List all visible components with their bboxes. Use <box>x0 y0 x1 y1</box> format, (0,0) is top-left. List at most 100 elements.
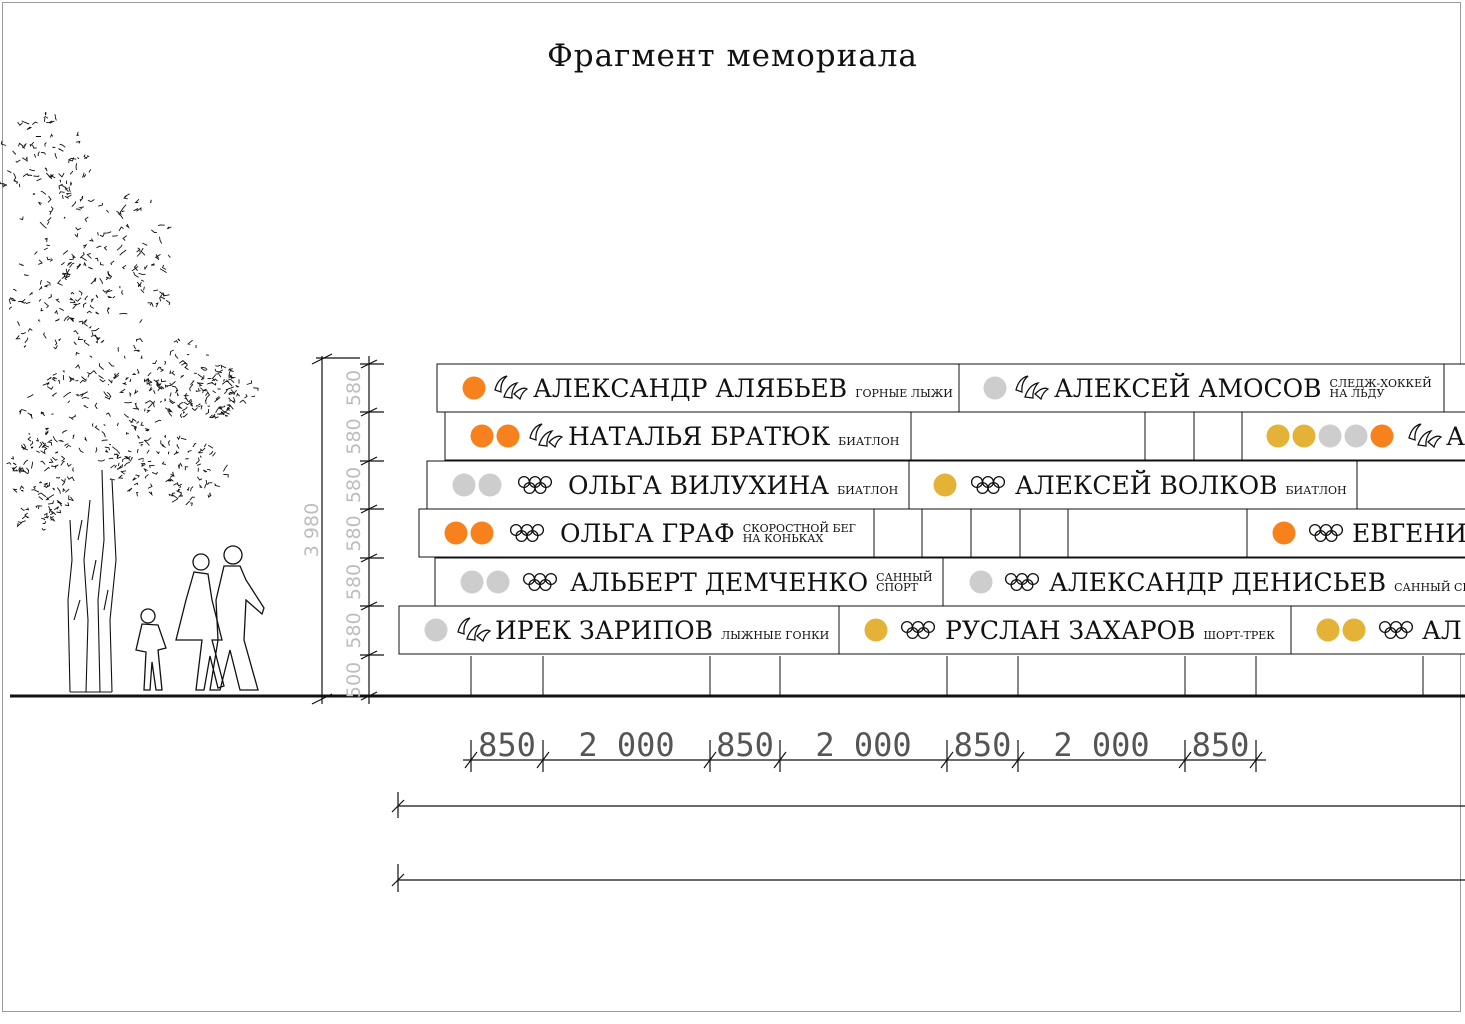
athlete-name: АЛ <box>1422 616 1462 645</box>
sport-label: ШОРТ-ТРЕК <box>1204 629 1276 642</box>
bronze-medal <box>496 424 520 448</box>
bronze-medal <box>444 521 468 545</box>
silver-medal <box>983 376 1007 400</box>
stone-slab <box>958 363 1445 413</box>
silver-medal <box>969 570 993 594</box>
row-height-labels: 580 580 580 580 580 580 500 <box>343 370 365 698</box>
stone-slab <box>1356 460 1465 510</box>
memorial-row: ОЛЬГА ВИЛУХИНА БИАТЛОН АЛЕКСЕЙ ВОЛКОВ БИАТЛ… <box>426 460 1465 510</box>
athlete-plaque: ОЛЬГА ВИЛУХИНА БИАТЛОН <box>452 471 898 500</box>
athlete-name: ОЛЬГА ВИЛУХИНА <box>568 471 829 500</box>
athlete-name: ОЛЬГА ГРАФ <box>560 519 735 548</box>
athlete-name: АЛЕКСЕЙ ВОЛКОВ <box>1015 470 1277 500</box>
silver-medal <box>1344 424 1368 448</box>
span-label: 2 000 <box>1053 726 1149 764</box>
total-height-label: 3 980 <box>301 503 323 557</box>
base-height-label: 500 <box>343 662 365 698</box>
stone-slab <box>942 557 1465 607</box>
athlete-name: АЛЕКСАНДР ДЕНИСЬЕВ <box>1049 568 1386 597</box>
silver-medal <box>452 473 476 497</box>
span-label: 850 <box>1192 726 1250 764</box>
tree-foliage <box>0 112 259 531</box>
stone-slab <box>434 557 944 607</box>
reference-lines <box>391 792 1465 892</box>
memorial-wall: АЛЕКСАНДР АЛЯБЬЕВ ГОРНЫЕ ЛЫЖИ АЛЕКСЕЙ АМОС… <box>398 363 1465 655</box>
bronze-medal <box>470 424 494 448</box>
span-label: 2 000 <box>815 726 911 764</box>
sport-label: БИАТЛОН <box>1285 484 1346 497</box>
bronze-medal <box>470 521 494 545</box>
athlete-name: НАТАЛЬЯ БРАТЮК <box>568 422 831 451</box>
sport-label: СЛЕДЖ-ХОККЕЙ <box>1330 376 1432 390</box>
athlete-plaque: АЛЕКСАНДР ДЕНИСЬЕВ САННЫЙ СПОРТ <box>969 568 1465 597</box>
span-label: 2 000 <box>578 726 674 764</box>
blank-plaque <box>1067 508 1248 558</box>
memorial-row: ИРЕК ЗАРИПОВ ЛЫЖНЫЕ ГОНКИ РУСЛАН ЗАХАРОВ ШО… <box>398 605 1465 655</box>
athlete-plaque: РУСЛАН ЗАХАРОВ ШОРТ-ТРЕК <box>864 616 1276 645</box>
vertical-dimensions <box>311 353 384 705</box>
athlete-name: АЛЬБЕРТ ДЕМЧЕНКО <box>570 568 868 597</box>
sport-label: НА КОНЬКАХ <box>743 532 824 545</box>
bronze-medal <box>1272 521 1296 545</box>
span-label: 850 <box>716 726 774 764</box>
row-height-label: 580 <box>343 515 365 551</box>
bronze-medal <box>462 376 486 400</box>
stone-slab <box>426 460 910 510</box>
sport-label: САННЫЙ СПОРТ <box>1394 580 1465 594</box>
blank-plaque <box>873 508 923 558</box>
sport-label: СКОРОСТНОЙ БЕГ <box>743 521 856 535</box>
athlete-name: РУСЛАН ЗАХАРОВ <box>945 616 1196 645</box>
drawing-title: Фрагмент мемориала <box>547 38 918 74</box>
row-height-label: 580 <box>343 564 365 600</box>
stone-slab <box>1443 363 1465 413</box>
foliage-strokes <box>0 112 259 531</box>
sport-label: САННЫЙ <box>876 570 932 584</box>
athlete-plaque: АЛЕКСЕЙ ВОЛКОВ БИАТЛОН <box>933 470 1347 500</box>
sport-label: ГОРНЫЕ ЛЫЖИ <box>855 387 953 400</box>
athlete-name: ЕВГЕНИЙ <box>1352 518 1465 548</box>
athlete-plaque: НАТАЛЬЯ БРАТЮК БИАТЛОН <box>470 422 899 451</box>
blank-plaque <box>910 411 1146 461</box>
row-height-label: 580 <box>343 418 365 454</box>
bronze-medal <box>1370 424 1394 448</box>
row-height-label: 580 <box>343 370 365 406</box>
athlete-plaque: АЛЕКСАНДР АЛЯБЬЕВ ГОРНЫЕ ЛЫЖИ <box>462 374 953 403</box>
support-posts <box>470 656 1424 696</box>
stone-slab <box>838 605 1292 655</box>
athlete-name: АЛЕКСЕЙ АМОСОВ <box>1054 373 1322 403</box>
sport-label: СПОРТ <box>876 581 918 594</box>
silver-medal <box>478 473 502 497</box>
span-label: 850 <box>478 726 536 764</box>
memorial-row: НАТАЛЬЯ БРАТЮК БИАТЛОН А <box>444 411 1465 461</box>
row-height-label: 580 <box>343 612 365 648</box>
sport-label: БИАТЛОН <box>837 484 898 497</box>
athlete-plaque: ИРЕК ЗАРИПОВ ЛЫЖНЫЕ ГОНКИ <box>424 616 829 645</box>
athlete-plaque: ЕВГЕНИЙ <box>1272 518 1465 548</box>
sport-label: НА ЛЬДУ <box>1330 387 1385 400</box>
span-label: 850 <box>954 726 1012 764</box>
blank-plaque <box>1193 411 1243 461</box>
athlete-name: АЛЕКСАНДР АЛЯБЬЕВ <box>533 374 847 403</box>
memorial-row: АЛЕКСАНДР АЛЯБЬЕВ ГОРНЫЕ ЛЫЖИ АЛЕКСЕЙ АМОС… <box>436 363 1465 413</box>
sport-label: ЛЫЖНЫЕ ГОНКИ <box>721 629 829 642</box>
gold-medal <box>1292 424 1316 448</box>
gold-medal <box>1342 618 1366 642</box>
gold-medal <box>1316 618 1340 642</box>
people-silhouettes <box>135 545 265 691</box>
silver-medal <box>460 570 484 594</box>
blank-plaque <box>970 508 1021 558</box>
tree-illustration <box>0 112 259 693</box>
gold-medal <box>864 618 888 642</box>
gold-medal <box>1266 424 1290 448</box>
sport-label: БИАТЛОН <box>838 435 899 448</box>
silver-medal <box>1318 424 1342 448</box>
athlete-plaque: АЛ <box>1316 616 1462 645</box>
row-height-label: 580 <box>343 467 365 503</box>
horizontal-dimensions <box>463 740 1266 772</box>
athlete-plaque: А <box>1266 422 1465 451</box>
